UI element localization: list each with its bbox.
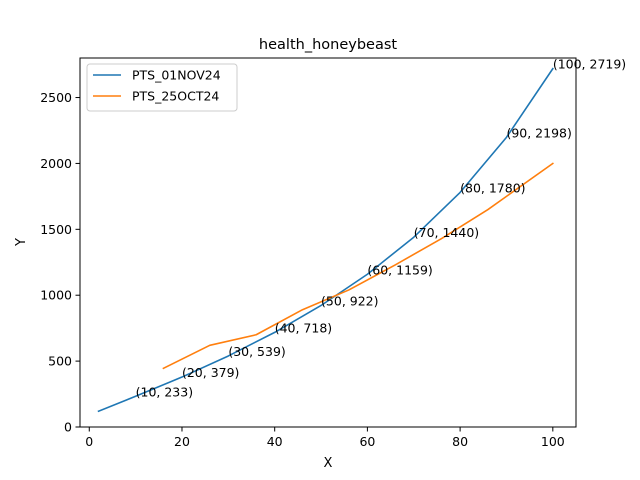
data-label: (70, 1440) [414,225,479,240]
data-label: (40, 718) [275,320,332,335]
legend: PTS_01NOV24 PTS_25OCT24 [86,63,238,112]
y-tick-label: 2000 [40,156,72,171]
chart-title: health_honeybeast [259,37,397,53]
data-label: (100, 2719) [553,57,626,72]
y-axis-label: Y [14,238,29,247]
data-label: (50, 922) [321,293,378,308]
y-tick-label: 2500 [40,90,72,105]
x-tick-label: 60 [359,434,375,449]
data-label: (60, 1159) [367,262,432,277]
y-tick-label: 500 [48,354,72,369]
legend-box [86,63,238,112]
y-axis: 0 500 1000 1500 2000 2500 [40,90,80,435]
y-tick-label: 1500 [40,222,72,237]
x-tick-label: 20 [174,434,190,449]
data-label: (30, 539) [228,344,285,359]
data-labels: (10, 233) (20, 379) (30, 539) (40, 718) (50,… [136,57,627,400]
y-tick-label: 1000 [40,288,72,303]
x-axis-label: X [324,456,333,471]
data-label: (90, 2198) [506,125,571,140]
series-line-2 [162,162,554,370]
legend-label-1: PTS_01NOV24 [132,68,221,83]
x-tick-label: 0 [85,434,93,449]
x-tick-label: 80 [452,434,468,449]
data-label: (80, 1780) [460,180,525,195]
data-label: (20, 379) [182,365,239,380]
plot-frame [79,57,577,428]
x-tick-label: 100 [541,434,565,449]
y-tick-label: 0 [64,420,72,435]
data-label: (10, 233) [136,384,193,399]
x-tick-label: 40 [267,434,283,449]
plot-area [97,67,554,413]
legend-label-2: PTS_25OCT24 [132,89,219,104]
x-axis: 0 20 40 60 80 100 [85,427,565,449]
series-line-1 [97,67,554,413]
